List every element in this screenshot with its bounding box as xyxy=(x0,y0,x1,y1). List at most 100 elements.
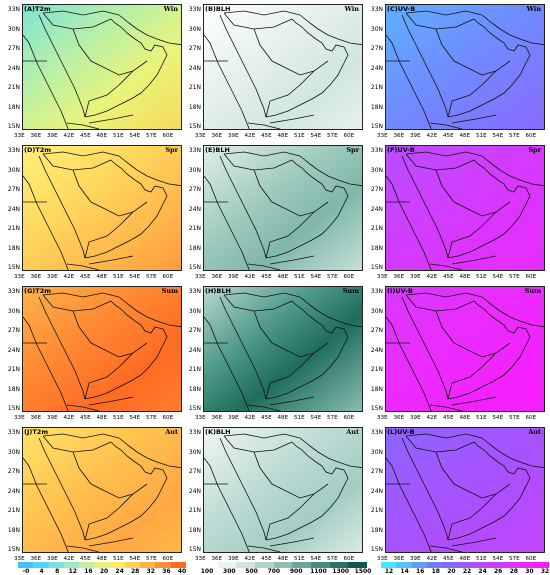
season-label: Sum xyxy=(161,287,178,295)
season-label: Aut xyxy=(346,428,359,436)
lon-tick-label: 60E xyxy=(525,274,537,280)
lat-tick-label: 30N xyxy=(370,448,383,456)
coastline-border xyxy=(299,14,362,46)
coastline-border xyxy=(265,62,345,118)
colorbar-segment xyxy=(255,562,275,568)
lon-tick-label: 57E xyxy=(146,415,157,421)
coastline-border xyxy=(429,545,463,552)
lon-tick-label: 51E xyxy=(113,556,124,562)
lon-tick-label: 33E xyxy=(195,133,206,139)
lat-tick-label: 33N xyxy=(188,147,201,154)
colorbar-segment xyxy=(503,562,519,568)
colorbar-tick-label: 18 xyxy=(431,568,440,575)
coastline-border xyxy=(118,155,181,187)
coastline-border xyxy=(88,114,134,124)
lon-tick-label: 60E xyxy=(343,274,355,280)
coastline-border xyxy=(223,151,301,157)
coastline-border xyxy=(247,404,281,411)
lon-tick-label: 42E xyxy=(244,274,256,280)
lat-tick-label: 33N xyxy=(188,429,201,436)
field-shading xyxy=(386,146,544,270)
coastline-border xyxy=(386,457,432,552)
lat-tick-label: 24N xyxy=(7,205,20,213)
map-field xyxy=(22,427,182,553)
lat-tick-label: 30N xyxy=(7,166,20,174)
coastline-border xyxy=(447,342,511,400)
lon-tick-label: 42E xyxy=(63,415,75,421)
colorbar-segment xyxy=(109,562,126,568)
lat-tick-label: 27N xyxy=(188,45,201,52)
lon-tick-label: 39E xyxy=(228,415,239,421)
lon-tick-label: 57E xyxy=(509,133,520,139)
coastline-border xyxy=(401,296,449,400)
lon-tick-label: 60E xyxy=(343,133,355,139)
coastline-border xyxy=(291,300,317,322)
lon-tick-label: 36E xyxy=(211,415,223,421)
coastline-border xyxy=(481,437,544,469)
lat-tick-label: 33N xyxy=(188,6,201,13)
lat-tick-label: 24N xyxy=(370,64,383,72)
colorbar-tick-label: 28 xyxy=(131,568,140,575)
coastline-border xyxy=(269,396,315,406)
coastline-border xyxy=(42,151,120,157)
lon-tick-label: 48E xyxy=(277,556,289,562)
coastline-border xyxy=(451,114,497,124)
coastline-border xyxy=(118,296,181,328)
lat-tick-label: 21N xyxy=(188,84,201,91)
colorbar xyxy=(18,562,187,568)
lon-tick-label: 60E xyxy=(162,556,174,562)
coastline-border xyxy=(315,461,349,487)
lon-tick-label: 45E xyxy=(261,415,272,421)
lat-tick-label: 15N xyxy=(7,546,20,553)
lat-tick-label: 27N xyxy=(370,327,383,334)
field-shading xyxy=(386,428,544,552)
lon-tick-label: 45E xyxy=(80,556,91,562)
lon-tick-label: 33E xyxy=(377,133,388,139)
colorbar-segment xyxy=(94,562,111,568)
lon-tick-label: 54E xyxy=(129,556,141,562)
lat-tick-label: 24N xyxy=(188,346,201,354)
lat-tick-label: 27N xyxy=(370,45,383,52)
coastline-border xyxy=(497,461,531,487)
lat-tick-label: 21N xyxy=(188,366,201,373)
lon-tick-label: 54E xyxy=(310,415,322,421)
lon-tick-label: 42E xyxy=(244,415,256,421)
lon-tick-label: 57E xyxy=(146,556,157,562)
coastline-border xyxy=(38,14,86,118)
season-label: Win xyxy=(163,5,178,13)
lon-tick-label: 33E xyxy=(377,274,388,280)
lat-tick-label: 21N xyxy=(7,366,20,373)
coastline-border xyxy=(429,404,463,411)
coastline-border xyxy=(88,255,134,265)
coastline-border xyxy=(84,201,148,259)
colorbar-segment xyxy=(199,562,219,568)
map-panel: (F)UV-B Spr xyxy=(385,145,545,271)
colorbar-tick-label: 24 xyxy=(478,568,487,575)
lon-tick-label: 57E xyxy=(146,133,157,139)
lon-tick-label: 33E xyxy=(195,556,206,562)
coastline-border xyxy=(247,545,281,552)
lon-tick-label: 36E xyxy=(211,133,223,139)
map-panel: (J)T2m Aut xyxy=(22,427,182,553)
coastline-border xyxy=(72,169,134,217)
lat-tick-label: 27N xyxy=(7,468,20,475)
coastline-border xyxy=(219,155,267,259)
coastline-border xyxy=(110,159,136,181)
colorbar-tick-label: 300 xyxy=(223,568,236,575)
lon-tick-label: 51E xyxy=(294,556,305,562)
season-label: Aut xyxy=(165,428,178,436)
field-shading xyxy=(23,287,181,411)
coastline-border xyxy=(84,60,148,118)
lat-tick-label: 24N xyxy=(7,487,20,495)
lon-tick-label: 54E xyxy=(492,556,504,562)
map-field xyxy=(203,286,363,412)
lon-tick-label: 54E xyxy=(310,556,322,562)
coastline-border xyxy=(223,433,301,439)
lon-tick-label: 54E xyxy=(129,133,141,139)
colorbar-segment xyxy=(63,562,80,568)
lon-tick-label: 57E xyxy=(509,415,520,421)
lon-tick-label: 33E xyxy=(14,556,25,562)
map-panel: (H)BLH Sum xyxy=(203,286,363,412)
lon-tick-label: 48E xyxy=(459,133,471,139)
lon-tick-label: 39E xyxy=(47,133,58,139)
